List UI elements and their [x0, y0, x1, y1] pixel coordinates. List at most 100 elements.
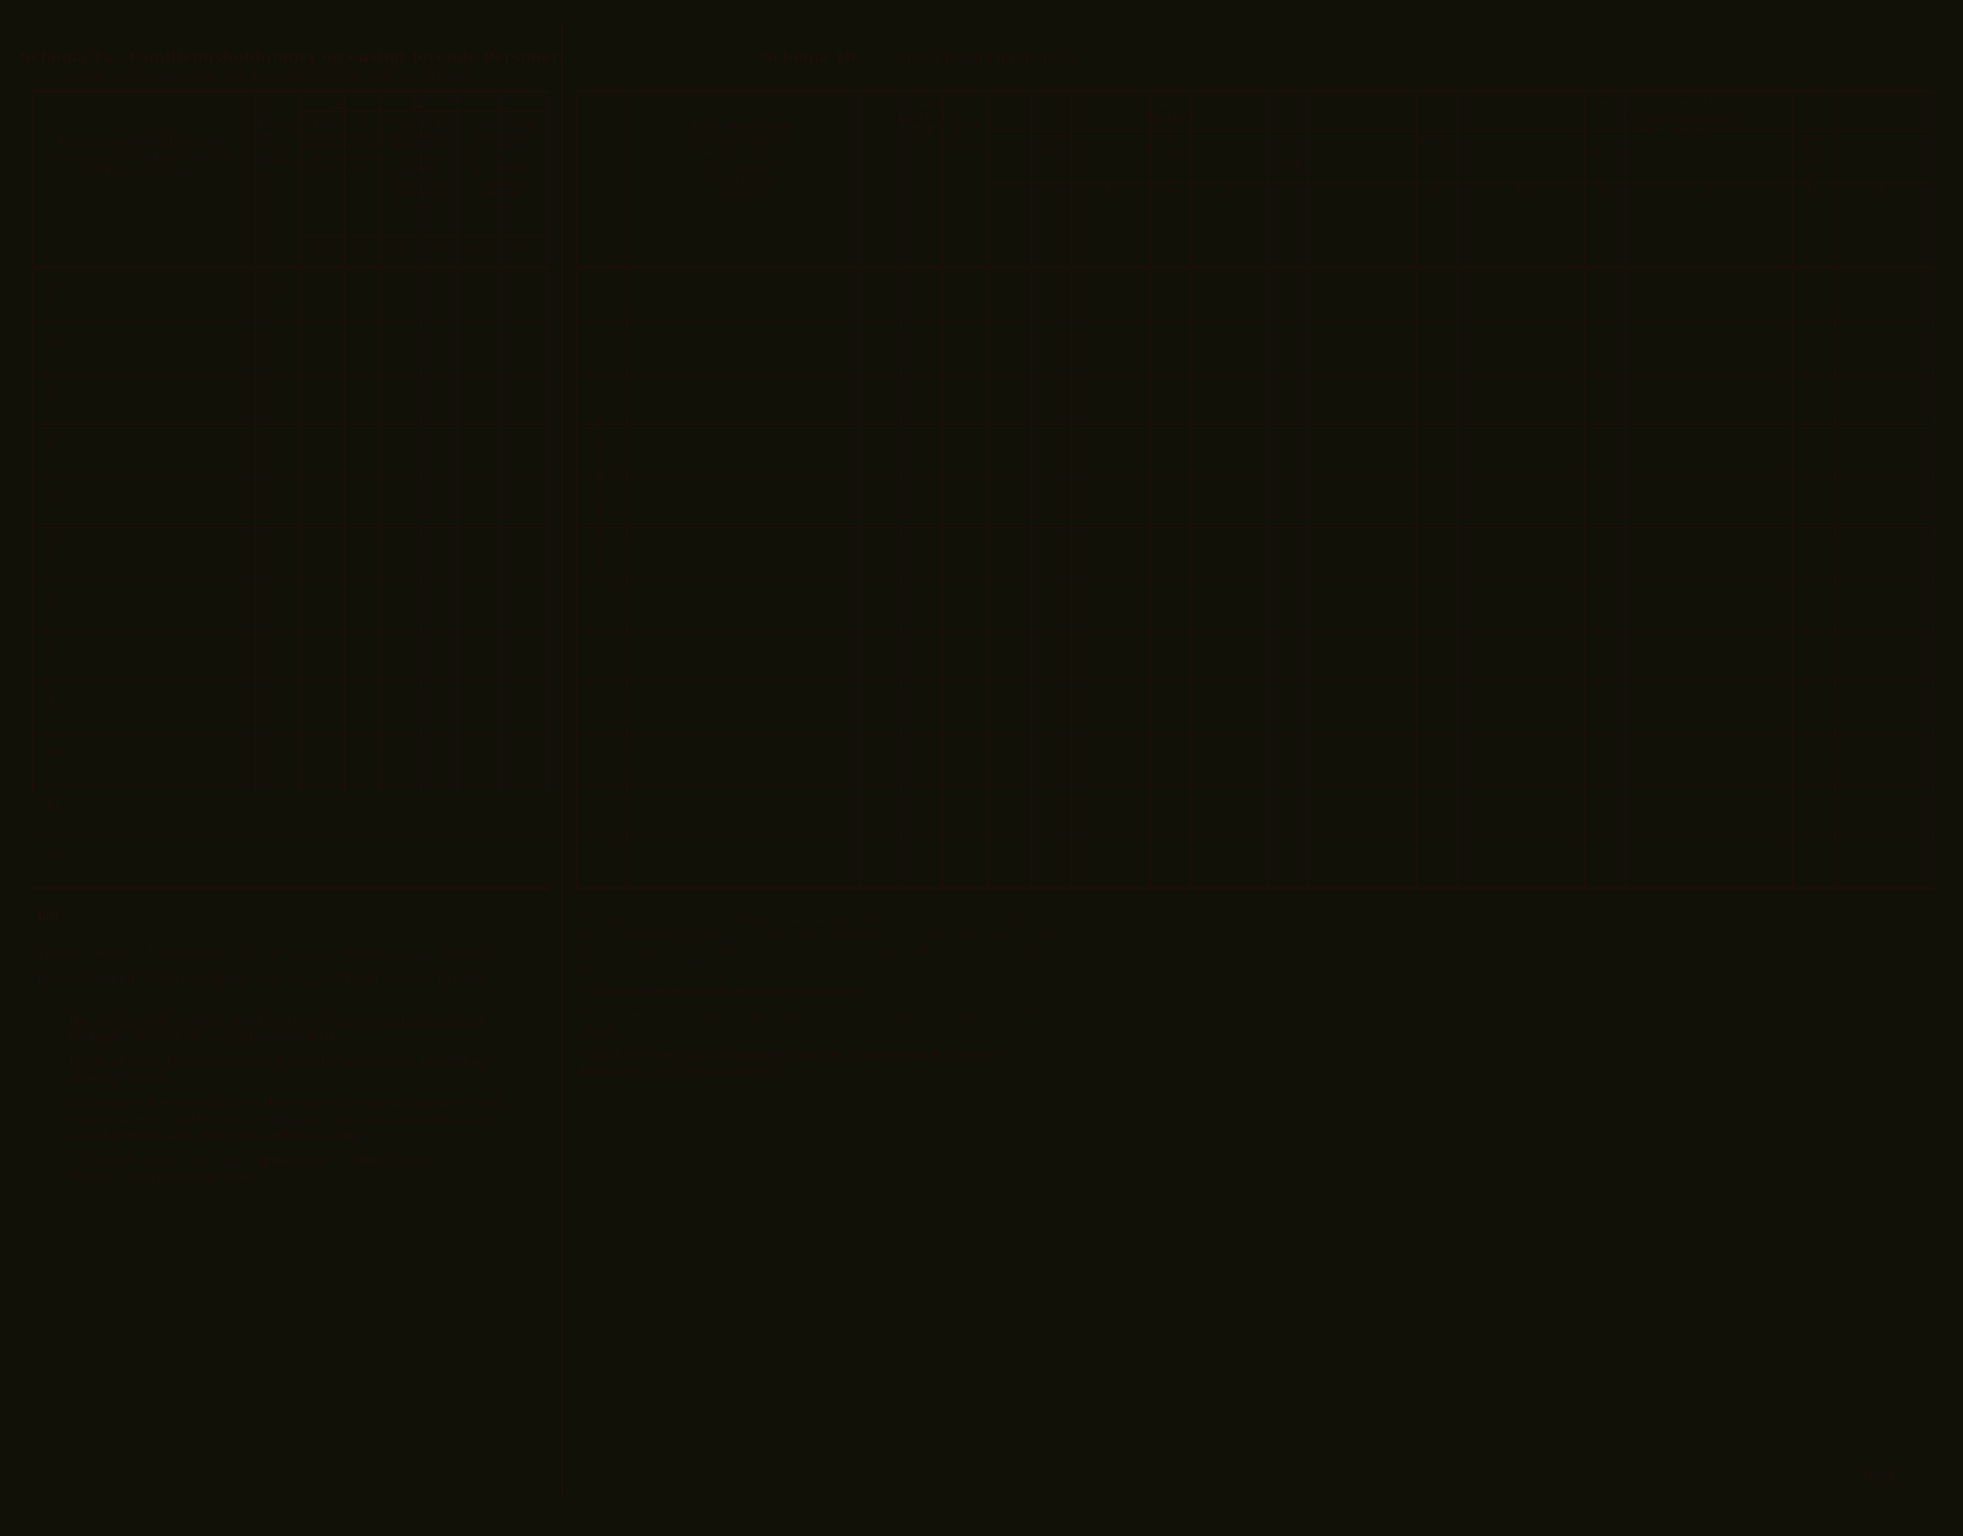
Text: Anm.  Om Extrahusholdninger henvises til Instruktionen for Tællerne.: Anm. Om Extrahusholdninger henvises til … — [77, 71, 473, 81]
Text: 3.  I Schema 3 anføres for hvert Hus samt det til samme hørende Grund-: 3. I Schema 3 anføres for hvert Hus samt… — [69, 1098, 503, 1111]
Text: M.: M. — [905, 131, 919, 140]
Text: Personer, der: Personer, der — [471, 118, 534, 127]
Text: i Forhus, Side- eller: i Forhus, Side- eller — [691, 135, 795, 143]
Text: M.: M. — [1429, 186, 1443, 195]
Text: -: - — [275, 335, 279, 349]
Text: -: - — [275, 746, 279, 760]
Text: -: - — [275, 387, 279, 399]
Text: Baghus o. s. v.: Baghus o. s. v. — [705, 163, 779, 170]
Text: ⁴) Ved Kjøkken sættes ¼, dersom det er fælles for 2 Familier, samt 0, hvor intet: ⁴) Ved Kjøkken sættes ¼, dersom det er f… — [581, 1051, 997, 1060]
Text: samt i hvilken: samt i hvilken — [705, 177, 779, 184]
Text: paa Stedet.: paa Stedet. — [391, 190, 446, 198]
Text: Person-: Person- — [257, 118, 296, 127]
Text: K.: K. — [1704, 186, 1714, 195]
Text: Personer, der: Personer, der — [387, 118, 451, 127]
Text: baade vare bo-: baade vare bo- — [304, 131, 375, 140]
Text: men 1 Jan.: men 1 Jan. — [477, 154, 528, 163]
Text: Logerende, der ikke spise Middag ved Familiens Bord, her at medregne sammen med: Logerende, der ikke spise Middag ved Fam… — [581, 948, 1033, 957]
Text: 7.: 7. — [45, 593, 57, 605]
Text: deren.: deren. — [1036, 147, 1066, 157]
Text: Værelser: Værelser — [1144, 112, 1194, 123]
Text: opholdt sig: opholdt sig — [393, 178, 446, 187]
Text: Tilstedeværende Folkemangde (a + b):  ..........  Mænd,  ..........  Kvinder.: Tilstedeværende Folkemangde (a + b): ...… — [37, 948, 491, 960]
Text: Antal: Antal — [1154, 98, 1184, 109]
Text: kener¹): kener¹) — [946, 144, 983, 154]
Text: a.: a. — [334, 98, 345, 112]
Text: Etagerne.: Etagerne. — [1580, 147, 1629, 157]
Text: vedkommende Familie.: vedkommende Familie. — [581, 963, 703, 972]
Text: i Kjæl-: i Kjæl- — [1421, 135, 1453, 143]
Text: 10.: 10. — [45, 746, 65, 760]
Text: Værelser: Værelser — [897, 112, 946, 123]
Text: ²) Beboélseskjælder og Kvist regnes ikke som Etager.: ²) Beboélseskjælder og Kvist regnes ikke… — [581, 986, 862, 997]
Text: -: - — [275, 541, 279, 554]
Text: Beboélsesforholdene ¹).: Beboélsesforholdene ¹). — [895, 51, 1078, 66]
Text: -: - — [275, 438, 279, 452]
Text: Ialt:: Ialt: — [37, 909, 65, 923]
Text: ogsaa be-: ogsaa be- — [397, 154, 442, 163]
Text: Deres Beliggenhed: Deres Beliggenhed — [693, 120, 793, 129]
Text: værende.: værende. — [479, 190, 524, 198]
Text: K.: K. — [1515, 186, 1525, 195]
Text: Etage²).: Etage²). — [720, 190, 764, 200]
Text: Har en Person flere væsentlige Erhvervskilder, bør samtlige nøiagtigt: Har en Person flere væsentlige Erhvervsk… — [69, 1014, 485, 1028]
Text: sig paa Stedet: sig paa Stedet — [306, 154, 375, 163]
Text: ³) Som Kjælderværelser regnes de, hvis Gulv ligger under den tilstedende Gade el: ³) Som Kjælderværelser regnes de, hvis G… — [581, 1011, 1029, 1020]
Text: b.: b. — [412, 98, 426, 112]
Text: (a + b), der havde sit: (a + b), der havde sit — [1616, 112, 1733, 123]
Text: i: i — [1604, 135, 1606, 143]
Text: , hvor Udsæd: , hvor Udsæd — [353, 1155, 434, 1167]
Text: Hjemmehørende Folkemangde (a + c):  ..........  Mænd,  ..........  Kvinder.: Hjemmehørende Folkemangde (a + c): .....… — [37, 972, 489, 986]
Text: K.: K. — [927, 131, 936, 140]
Text: Antal beboéde Bekømmeligheder.: Antal beboéde Bekømmeligheder. — [597, 412, 607, 567]
Text: betegnes, idet dog den vigtigste sættes først.: betegnes, idet dog den vigtigste sættes … — [69, 1031, 340, 1043]
Text: 1 Jan. 1891.: 1 Jan. 1891. — [310, 166, 369, 175]
Text: M.: M. — [393, 244, 408, 255]
Text: 2.: 2. — [45, 335, 57, 349]
Text: -: - — [275, 849, 279, 863]
Text: -: - — [275, 644, 279, 657]
Text: 6.: 6. — [45, 541, 57, 554]
Text: Kjøk-: Kjøk- — [952, 132, 978, 140]
Text: K.: K. — [516, 244, 530, 255]
Text: nes: nes — [269, 144, 287, 154]
Text: Antal: Antal — [907, 98, 936, 109]
Text: søgende): søgende) — [397, 166, 440, 175]
Text: -: - — [275, 799, 279, 811]
Text: M.: M. — [1806, 186, 1820, 195]
Text: paa Stedet: paa Stedet — [477, 143, 528, 152]
Text: ubebyggede Grunde: ubebyggede Grunde — [259, 1155, 381, 1167]
Text: 1891 midler-: 1891 midler- — [471, 166, 534, 175]
Text: Kvist: Kvist — [1274, 147, 1300, 157]
Text: 3.: 3. — [45, 387, 57, 399]
Text: Mellembygning,: Mellembygning, — [699, 149, 785, 157]
Text: Numer.: Numer. — [259, 157, 296, 166]
Text: i samme Løie som de paa modstående Side meddelte Oplysninger for Beboerne. Dog b: i samme Løie som de paa modstående Side … — [581, 931, 1056, 942]
Text: K.: K. — [434, 244, 446, 255]
Text: For de af Andre Forsørgede maa i Rubrik 10 Forsørgerens Livsstilling: For de af Andre Forsørgede maa i Rubrik … — [69, 1057, 485, 1069]
Text: 9.: 9. — [45, 696, 57, 708]
Text: eller Havedyrkning finder Sted.: eller Havedyrkning finder Sted. — [69, 1170, 259, 1184]
Text: c.: c. — [497, 98, 508, 112]
Text: M.: M. — [1598, 186, 1612, 195]
Text: Schema 1a.  Familiehusholdninger og ensligt levende Personer.: Schema 1a. Familiehusholdninger og ensli… — [20, 51, 563, 65]
Text: samt Kjøreredskaber efter Schemaets Anvisning.: samt Kjøreredskaber efter Schemaets Anvi… — [69, 1129, 361, 1143]
Text: eller: eller — [1802, 160, 1824, 169]
Text: K.: K. — [357, 244, 369, 255]
Text: 11.: 11. — [45, 799, 65, 811]
Text: paa: paa — [1278, 135, 1296, 143]
Text: stykke Kreaturhold, Udsæd, det til Kjøkkenhavevæxter anvendte Areal: stykke Kreaturhold, Udsæd, det til Kjøkk… — [69, 1114, 491, 1126]
Text: nøiagtigt angives.: nøiagtigt angives. — [69, 1072, 175, 1084]
Text: 1 -: 1 - — [271, 284, 285, 296]
Text: Etagerne.: Etagerne. — [1146, 147, 1194, 157]
Text: Grund.: Grund. — [581, 1026, 618, 1035]
Text: 1.: 1. — [45, 284, 57, 296]
Text: 12.: 12. — [45, 849, 65, 863]
Text: Kvist: Kvist — [1800, 147, 1826, 157]
Text: Antal tilstedværende Personer: Antal tilstedværende Personer — [1590, 98, 1759, 109]
Text: Vend!: Vend! — [1861, 1470, 1900, 1484]
Text: i: i — [1168, 135, 1172, 143]
Text: Loft.: Loft. — [1802, 174, 1824, 181]
Text: ¹) Ved Udfyldning af denne Del af Schemaet iagttages, at Oplysningerne meddeles: ¹) Ved Udfyldning af denne Del af Schema… — [581, 915, 1015, 925]
Text: -: - — [275, 490, 279, 502]
